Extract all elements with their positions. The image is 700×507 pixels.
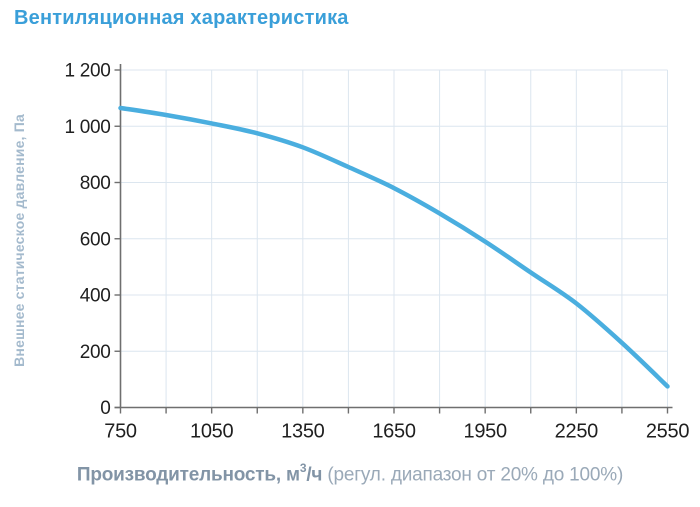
y-tick-label: 600	[80, 229, 111, 250]
pressure-curve	[118, 105, 670, 389]
y-tick-label: 1 200	[64, 61, 110, 82]
x-axis-label-superscript: 3	[299, 461, 307, 475]
x-tick-label: 1350	[281, 421, 324, 443]
chart-canvas: 0 200 400 600 800 1 000 1 200 750 1050 1350 1650 19…	[64, 61, 689, 443]
x-tick-label: 1950	[464, 421, 507, 443]
x-axis-label-bold-prefix: Производительность, м	[76, 464, 300, 486]
x-tick-label: 1650	[372, 421, 415, 443]
chart-title: Вентиляционная характеристика	[14, 7, 349, 29]
y-tick-label: 0	[100, 398, 110, 419]
y-tick-label: 800	[80, 173, 111, 194]
x-tick-label: 2550	[646, 421, 689, 443]
x-tick-label: 2250	[555, 421, 598, 443]
x-axis-label-regular: (регул. диапазон от 20% до 100%)	[322, 464, 624, 486]
y-tick-label: 400	[80, 286, 111, 307]
x-axis-label-bold-suffix: /ч	[306, 464, 323, 486]
y-tick-label: 1 000	[64, 117, 110, 138]
x-tick-label: 750	[104, 421, 137, 443]
x-axis-label: Производительность, м3/ч (регул. диапазо…	[0, 461, 700, 486]
x-tick-label: 1050	[190, 421, 233, 443]
y-tick-label: 200	[80, 342, 111, 363]
